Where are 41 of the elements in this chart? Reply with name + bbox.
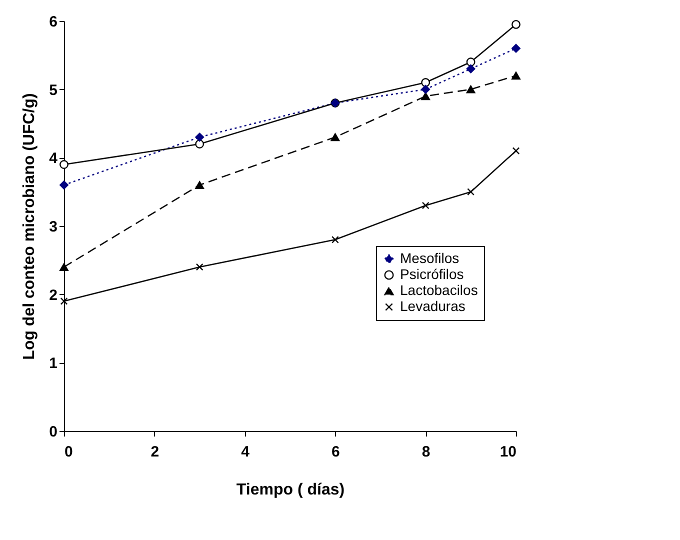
point <box>421 92 430 100</box>
point <box>60 160 68 169</box>
point <box>512 44 520 53</box>
point <box>60 263 68 271</box>
y-tick-label: 5 <box>49 82 58 99</box>
point <box>195 181 204 189</box>
point <box>60 180 68 190</box>
point <box>195 132 204 142</box>
y-axis-title: Log del conteo microbiano (UFC/g) <box>21 93 38 360</box>
legend-label: Psicrófilos <box>400 266 464 282</box>
x-axis-title: Tiempo ( días) <box>236 482 345 498</box>
y-tick-label: 6 <box>49 14 58 30</box>
point <box>421 78 430 87</box>
x-tick-label: 6 <box>332 444 340 460</box>
x-tick-label: 10 <box>500 444 516 460</box>
point <box>467 188 474 196</box>
x-tick-label: 0 <box>64 444 73 460</box>
point <box>195 140 204 148</box>
legend-label: Levaduras <box>400 298 466 314</box>
point <box>330 133 340 142</box>
x-tick-label: 4 <box>241 444 250 460</box>
y-tick-label: 1 <box>49 355 58 372</box>
point <box>466 64 476 74</box>
point <box>422 202 430 210</box>
point <box>512 72 520 80</box>
y-tick-label: 0 <box>49 424 58 440</box>
point <box>466 58 476 66</box>
x-tick-label: 8 <box>422 444 430 460</box>
legend-label: Lactobacilos <box>400 282 478 298</box>
y-tick-label: 3 <box>49 218 58 236</box>
point <box>196 263 204 271</box>
legend-label: Mesofilos <box>400 250 460 266</box>
point <box>512 20 520 29</box>
y-tick-label: 2 <box>49 286 58 304</box>
point <box>332 236 339 244</box>
y-tick-label: 4 <box>49 150 58 168</box>
x-tick-label: 2 <box>150 444 160 460</box>
point <box>466 85 476 94</box>
point <box>512 147 520 155</box>
point <box>421 84 430 94</box>
point <box>60 297 68 305</box>
